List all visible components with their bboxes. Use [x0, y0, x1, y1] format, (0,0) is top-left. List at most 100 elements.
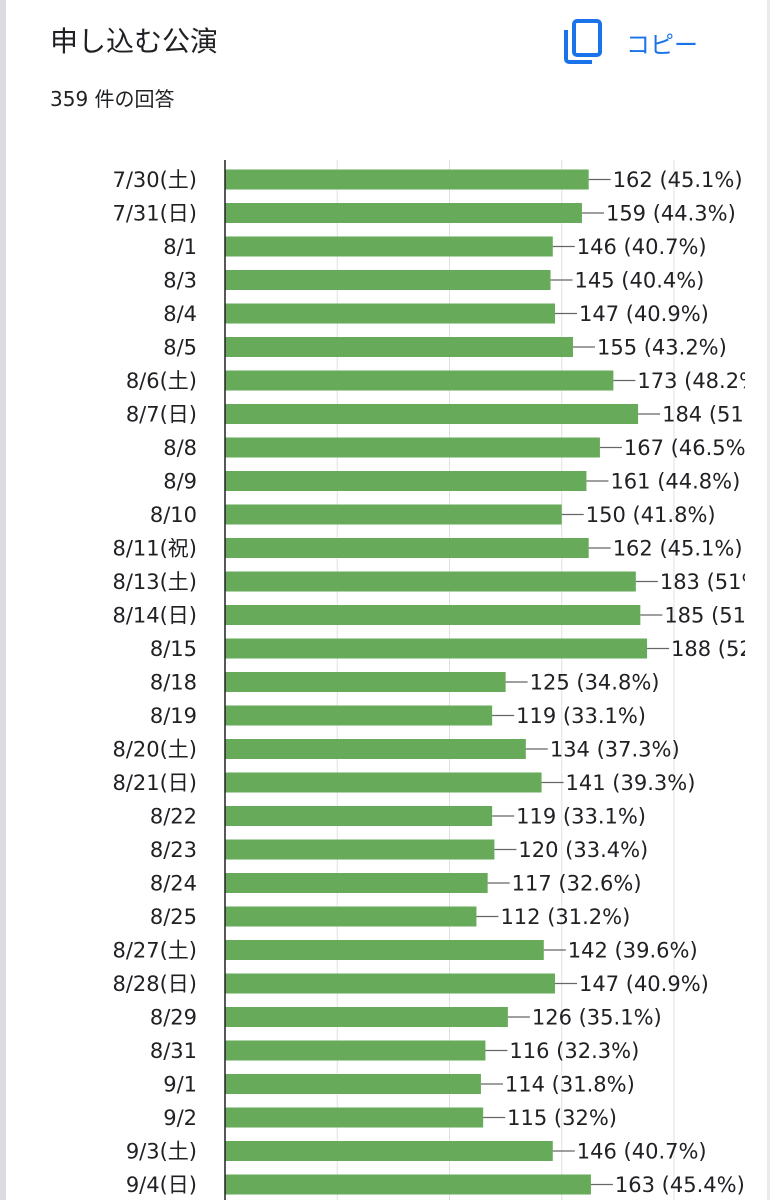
bar-value-label: 119 (33.1%) — [516, 805, 646, 829]
category-label: 8/11(祝) — [112, 537, 197, 561]
bar-value-label: 116 (32.3%) — [509, 1039, 639, 1063]
bar — [225, 404, 639, 424]
bar — [225, 236, 553, 257]
bar — [225, 571, 636, 592]
bar — [225, 303, 556, 324]
bar-value-label: 147 (40.9%) — [579, 302, 709, 326]
card-left-border — [0, 0, 6, 1200]
bar-chart-svg: 7/30(土) 7/31(日) 8/1 8/3 8/4 8/5 8/6(土) 8/7(日) 8/… — [112, 160, 770, 1200]
category-label: 8/23 — [150, 838, 197, 862]
bar-value-label: 155 (43.2%) — [597, 336, 727, 360]
category-label: 8/25 — [150, 905, 197, 929]
bar-value-label: 162 (45.1%) — [613, 537, 743, 561]
bar — [225, 638, 648, 659]
category-label: 8/18 — [150, 671, 197, 695]
category-label: 8/10 — [150, 503, 197, 527]
bar — [225, 1141, 553, 1161]
question-title: 申し込む公演 — [50, 25, 219, 58]
bar — [225, 806, 493, 826]
bar-value-label: 162 (45.1%) — [613, 168, 743, 192]
category-label: 7/30(土) — [112, 168, 197, 192]
bar-value-label: 114 (31.8%) — [505, 1073, 635, 1097]
bar — [225, 504, 562, 525]
bar — [225, 839, 495, 860]
category-label: 9/1 — [163, 1073, 197, 1097]
bar — [225, 906, 477, 927]
bar-value-label: 125 (34.8%) — [530, 671, 660, 695]
value-labels: 162 (45.1%) 159 (44.3%) 146 (40.7%) 145 (40… — [500, 168, 770, 1197]
category-label: 8/28(日) — [112, 972, 197, 996]
category-label: 8/19 — [150, 704, 197, 728]
bar-value-label: 126 (35.1%) — [532, 1006, 662, 1030]
category-label: 8/6(土) — [126, 369, 197, 393]
bar — [225, 1174, 591, 1195]
category-label: 8/8 — [163, 436, 197, 460]
bar — [225, 1040, 486, 1061]
bar-value-label: 183 (51%) — [660, 570, 770, 594]
bar-value-label: 146 (40.7%) — [577, 235, 707, 259]
bar-value-label: 163 (45.4%) — [615, 1173, 745, 1197]
bar-value-label: 142 (39.6%) — [568, 939, 698, 963]
category-label: 8/29 — [150, 1006, 197, 1030]
bar — [225, 471, 587, 491]
bar-value-label: 117 (32.6%) — [512, 872, 642, 896]
bar-value-label: 120 (33.4%) — [518, 838, 648, 862]
category-label: 8/27(土) — [112, 939, 197, 963]
category-label: 7/31(日) — [112, 202, 197, 226]
bar — [225, 672, 506, 692]
response-count: 359 件の回答 — [50, 87, 175, 111]
copy-icon — [564, 19, 602, 64]
bar-value-label: 185 (51.5%) — [664, 604, 770, 628]
bar — [225, 1007, 508, 1027]
bar — [225, 203, 582, 223]
category-label: 9/4(日) — [126, 1173, 197, 1197]
bar — [225, 1107, 484, 1128]
category-label: 9/2 — [163, 1106, 197, 1130]
card-right-border — [767, 0, 770, 1200]
category-label: 8/5 — [163, 336, 197, 360]
category-label: 8/9 — [163, 470, 197, 494]
category-label: 8/1 — [163, 235, 197, 259]
bar — [225, 538, 589, 558]
bar — [225, 973, 556, 994]
category-label: 8/4 — [163, 302, 197, 326]
bar — [225, 437, 600, 458]
bar — [225, 705, 493, 726]
copy-button[interactable]: コピー — [560, 18, 698, 66]
bar-value-label: 112 (31.2%) — [500, 905, 630, 929]
bar — [225, 169, 589, 190]
bar — [225, 940, 544, 960]
bar — [225, 605, 641, 625]
bar-value-label: 188 (52.4%) — [671, 637, 770, 661]
category-label: 8/3 — [163, 269, 197, 293]
bar — [225, 1074, 481, 1094]
bar-value-label: 161 (44.8%) — [610, 470, 740, 494]
category-label: 8/20(土) — [112, 738, 197, 762]
bar — [225, 772, 542, 793]
bar-value-label: 119 (33.1%) — [516, 704, 646, 728]
bar — [225, 270, 551, 290]
category-label: 8/24 — [150, 872, 197, 896]
category-label: 8/7(日) — [126, 403, 197, 427]
bar-value-label: 115 (32%) — [507, 1106, 617, 1130]
category-label: 8/31 — [150, 1039, 197, 1063]
category-label: 8/15 — [150, 637, 197, 661]
bar-value-label: 145 (40.4%) — [575, 269, 705, 293]
category-label: 8/13(土) — [112, 570, 197, 594]
copy-button-label: コピー — [626, 30, 698, 59]
bar-value-label: 184 (51.3%) — [662, 403, 770, 427]
bar-value-label: 167 (46.5%) — [624, 436, 754, 460]
bar — [225, 739, 526, 759]
bar-value-label: 173 (48.2%) — [637, 369, 767, 393]
category-label: 8/22 — [150, 805, 197, 829]
category-label: 9/3(土) — [126, 1140, 197, 1164]
category-label: 8/14(日) — [112, 604, 197, 628]
bar-value-label: 159 (44.3%) — [606, 202, 736, 226]
bar — [225, 337, 573, 357]
bar-value-label: 147 (40.9%) — [579, 972, 709, 996]
bar-value-label: 150 (41.8%) — [586, 503, 716, 527]
category-label: 8/21(日) — [112, 771, 197, 795]
bar — [225, 873, 488, 893]
bar-value-label: 146 (40.7%) — [577, 1140, 707, 1164]
bar-chart: 7/30(土) 7/31(日) 8/1 8/3 8/4 8/5 8/6(土) 8/7(日) 8/… — [0, 150, 770, 1200]
